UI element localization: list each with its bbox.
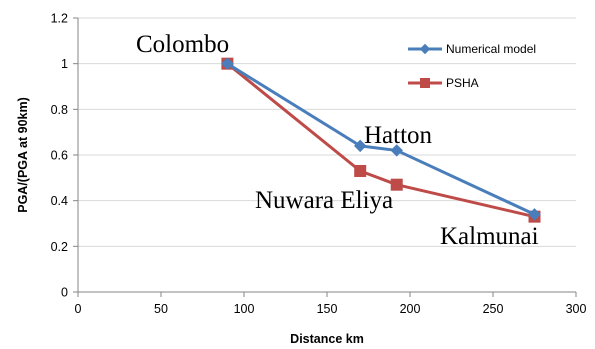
y-tick-label: 1.2 — [51, 12, 68, 26]
data-point-numerical-model — [221, 57, 234, 70]
series-line-numerical-model — [226, 62, 536, 216]
annotation-colombo: Colombo — [136, 31, 229, 58]
y-tick-label: 0.8 — [51, 103, 68, 117]
x-tick-label: 250 — [483, 302, 504, 316]
legend-label-psha: PSHA — [446, 76, 479, 90]
x-tick-label: 100 — [234, 302, 255, 316]
x-tick-label: 200 — [400, 302, 421, 316]
data-point-numerical-model — [528, 208, 541, 221]
x-tick-label: 50 — [154, 302, 168, 316]
series-numerical-model — [221, 57, 541, 221]
y-axis-title: PGA/(PGA at 90km) — [16, 97, 30, 213]
legend-item-numerical-model: Numerical model — [408, 42, 536, 56]
x-tick-label: 0 — [75, 302, 82, 316]
data-point-psha — [354, 164, 367, 177]
x-tick-label: 150 — [317, 302, 338, 316]
y-tick-label: 0.6 — [51, 149, 68, 163]
annotation-nuwara-eliya: Nuwara Eliya — [255, 187, 393, 214]
y-tick-label: 1 — [61, 57, 68, 71]
annotations: Colombo Hatton Nuwara Eliya Kalmunai — [136, 31, 539, 250]
data-point-numerical-model — [390, 144, 403, 157]
x-axis-title: Distance km — [290, 332, 364, 346]
x-tick-label: 300 — [566, 302, 587, 316]
y-tick-label: 0.4 — [51, 194, 68, 208]
y-tick-label: 0.2 — [51, 240, 68, 254]
legend-marker-numerical-model — [419, 43, 431, 55]
y-tick-label: 0 — [61, 286, 68, 300]
series-layer — [221, 57, 541, 223]
grid-lines — [78, 17, 576, 247]
legend-item-psha: PSHA — [408, 76, 479, 90]
legend-marker-psha — [420, 78, 430, 88]
annotation-hatton: Hatton — [364, 122, 433, 149]
annotation-kalmunai: Kalmunai — [440, 223, 539, 250]
data-point-psha — [390, 178, 403, 191]
series-line-psha — [226, 62, 535, 219]
legend-label-numerical-model: Numerical model — [446, 42, 536, 56]
legend: Numerical model PSHA — [408, 42, 536, 90]
axes: 0 0.2 0.4 0.6 0.8 1 1.2 0 50 100 150 200 250 300 — [51, 12, 587, 317]
data-point-numerical-model — [353, 139, 367, 153]
